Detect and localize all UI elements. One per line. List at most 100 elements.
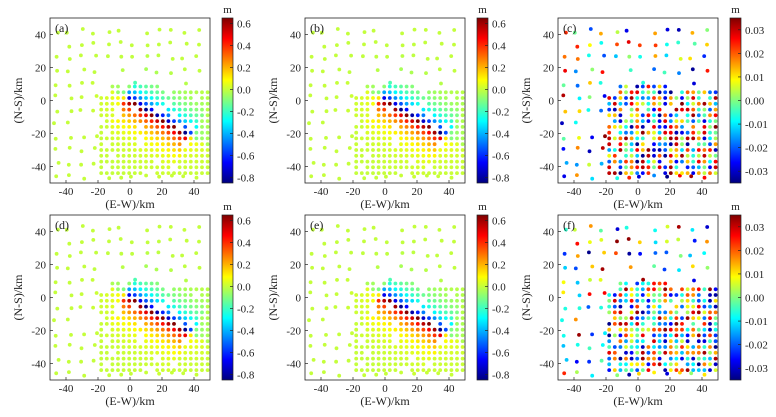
- data-point: [421, 350, 426, 355]
- data-point: [110, 333, 115, 338]
- data-point: [382, 136, 387, 141]
- data-point: [132, 310, 137, 315]
- data-point: [337, 176, 342, 181]
- data-point: [432, 350, 437, 355]
- data-point: [460, 345, 465, 349]
- data-point: [149, 142, 154, 147]
- data-point: [415, 125, 420, 129]
- data-point: [663, 310, 668, 315]
- data-point: [116, 171, 120, 176]
- panel-c: -40 -20 0 20 4040200-20-40(E-W)/km(N-S)/km(c…: [519, 4, 768, 211]
- data-point: [452, 239, 456, 244]
- data-point: [674, 125, 679, 129]
- data-point: [685, 153, 690, 158]
- data-point: [99, 148, 104, 152]
- data-point: [652, 153, 656, 158]
- data-point: [455, 125, 459, 129]
- data-point: [635, 322, 640, 326]
- data-point: [640, 142, 645, 147]
- data-point: [365, 304, 370, 309]
- data-point: [177, 136, 182, 141]
- data-point: [172, 130, 176, 135]
- data-point: [155, 345, 160, 349]
- data-point: [104, 316, 109, 320]
- data-point: [382, 159, 387, 164]
- data-point: [99, 362, 104, 367]
- data-point: [183, 130, 188, 135]
- data-point: [702, 119, 707, 123]
- data-point: [415, 293, 420, 297]
- data-point: [110, 171, 115, 176]
- data-point: [91, 305, 95, 310]
- data-point: [371, 287, 375, 292]
- data-point: [674, 96, 679, 100]
- x-tick-label: -40: [59, 383, 74, 395]
- data-point: [376, 119, 381, 123]
- data-point: [69, 136, 73, 140]
- data-point: [612, 153, 617, 158]
- data-point: [200, 333, 204, 338]
- data-point: [144, 298, 148, 303]
- data-point: [618, 142, 623, 147]
- data-point: [629, 356, 634, 361]
- data-point: [618, 316, 623, 320]
- data-point: [635, 293, 640, 297]
- data-point: [104, 159, 109, 164]
- data-point: [166, 356, 171, 361]
- y-tick-label: -40: [31, 162, 46, 174]
- data-point: [680, 101, 684, 106]
- data-point: [562, 251, 567, 256]
- data-point: [652, 159, 656, 164]
- data-point: [172, 293, 176, 297]
- data-point: [588, 81, 592, 85]
- data-point: [449, 339, 454, 344]
- data-point: [657, 322, 662, 326]
- data-point: [149, 339, 154, 344]
- data-point: [132, 136, 137, 141]
- data-point: [587, 95, 592, 99]
- data-point: [94, 291, 99, 295]
- data-point: [561, 147, 566, 151]
- data-point: [674, 327, 679, 332]
- data-point: [387, 159, 392, 164]
- data-point: [132, 298, 137, 303]
- data-point: [612, 119, 617, 123]
- data-point: [460, 153, 465, 158]
- data-point: [449, 298, 454, 303]
- x-tick-label: 0: [382, 383, 388, 395]
- data-point: [438, 356, 443, 361]
- data-point: [460, 107, 465, 112]
- data-point: [144, 136, 148, 141]
- data-point: [376, 165, 381, 170]
- data-point: [359, 136, 364, 141]
- data-point: [575, 342, 580, 347]
- data-point: [160, 310, 165, 315]
- data-point: [393, 171, 398, 176]
- data-point: [587, 162, 591, 167]
- data-point: [691, 362, 696, 367]
- data-point: [387, 142, 392, 147]
- data-point: [188, 345, 193, 349]
- data-point: [180, 253, 185, 258]
- data-point: [200, 113, 204, 118]
- data-point: [354, 130, 359, 135]
- data-point: [166, 333, 171, 338]
- data-point: [387, 125, 392, 129]
- data-point: [184, 238, 189, 243]
- data-point: [696, 339, 701, 344]
- y-tick-label: -20: [286, 129, 301, 141]
- data-point: [99, 304, 104, 309]
- data-point: [155, 113, 160, 118]
- data-point: [674, 153, 679, 158]
- data-point: [674, 142, 679, 147]
- data-point: [691, 293, 696, 297]
- data-point: [702, 327, 707, 332]
- data-point: [393, 356, 398, 361]
- data-point: [702, 345, 707, 349]
- data-point: [371, 28, 376, 33]
- data-point: [121, 322, 126, 326]
- panel-b: -40 -20 0 20 4040200-20-40(E-W)/km(N-S)/km(b…: [266, 4, 510, 211]
- data-point: [194, 350, 199, 355]
- data-point: [138, 281, 143, 286]
- data-point: [200, 159, 204, 164]
